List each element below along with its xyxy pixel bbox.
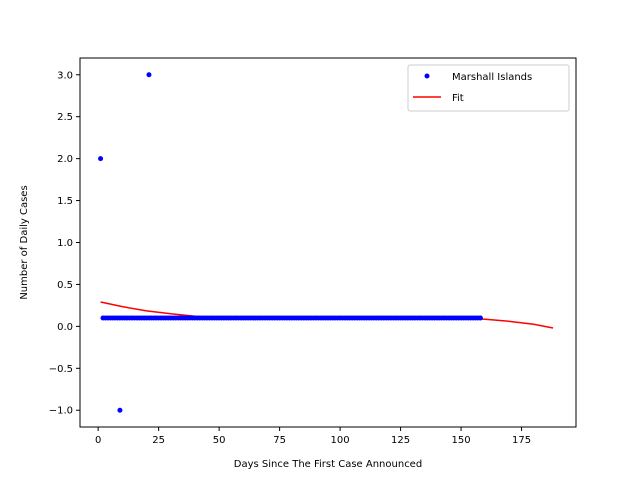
- legend: Marshall Islands Fit: [407, 64, 570, 112]
- data-point: [117, 407, 123, 413]
- y-tick-label: 1.5: [57, 196, 73, 207]
- y-axis: −1.0 −0.5 0.0 0.5 1.0 1.5 2.0 2.5 3.0: [49, 70, 80, 417]
- y-tick-label: 0.5: [57, 280, 73, 291]
- x-axis-label: Days Since The First Case Announced: [234, 459, 422, 470]
- x-tick-label: 125: [391, 435, 410, 446]
- axes-frame: [79, 57, 577, 428]
- legend-box: [407, 64, 570, 112]
- x-tick-label: 50: [213, 435, 226, 446]
- legend-label-fit: Fit: [452, 93, 464, 104]
- y-tick-label: 1.0: [57, 238, 73, 249]
- x-axis: 0 25 50 75 100 125 150 175: [95, 427, 531, 446]
- y-tick-label: 2.0: [57, 154, 73, 165]
- x-tick-label: 175: [512, 435, 531, 446]
- legend-marker-marshall-islands: [424, 73, 430, 79]
- x-tick-label: 100: [331, 435, 350, 446]
- y-tick-label: 3.0: [57, 70, 73, 81]
- data-point: [477, 315, 483, 321]
- plot-area: [98, 72, 554, 413]
- fit-line: [100, 301, 554, 329]
- x-tick-label: 150: [452, 435, 471, 446]
- x-tick-label: 25: [152, 435, 165, 446]
- y-tick-label: −1.0: [49, 406, 73, 417]
- y-axis-label: Number of Daily Cases: [19, 185, 30, 299]
- x-tick-label: 0: [95, 435, 101, 446]
- y-tick-label: 0.0: [57, 322, 73, 333]
- y-tick-label: 2.5: [57, 112, 73, 123]
- x-tick-label: 75: [273, 435, 286, 446]
- legend-label-marshall-islands: Marshall Islands: [452, 72, 532, 83]
- y-tick-label: −0.5: [49, 364, 73, 375]
- data-point: [98, 156, 104, 162]
- data-point: [146, 72, 152, 78]
